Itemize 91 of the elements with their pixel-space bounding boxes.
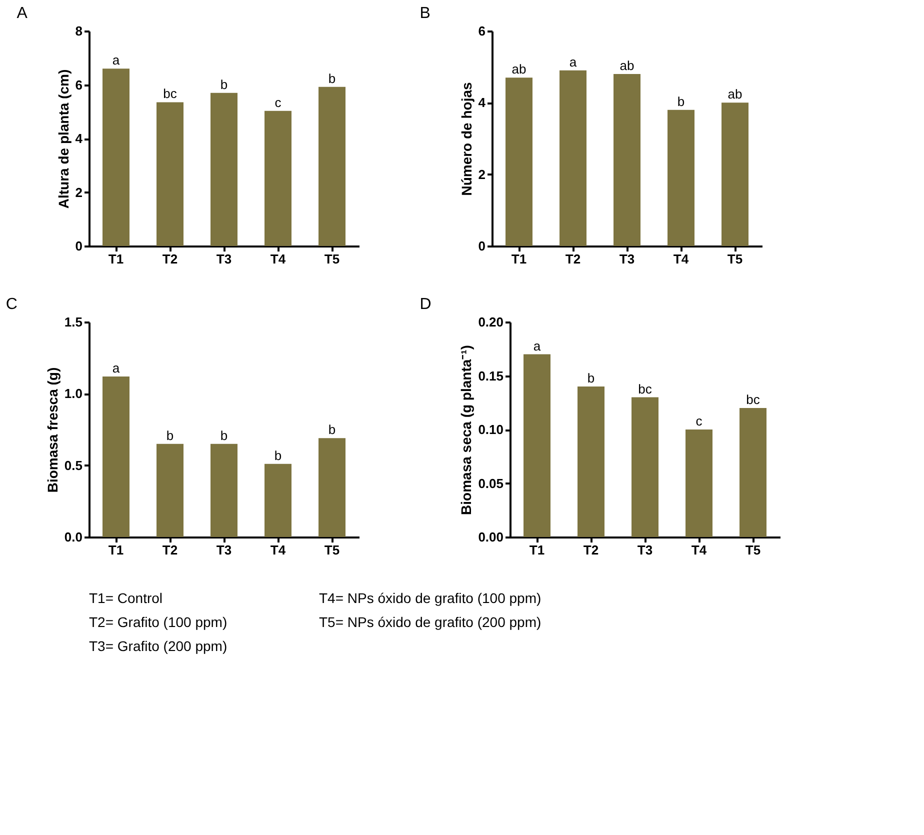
- text: T5= NPs óxido de grafito (200 ppm): [319, 614, 542, 630]
- y-tick-label: 0.00: [478, 530, 504, 544]
- y-axis-title: Altura de planta (cm): [55, 69, 72, 209]
- y-axis-title: Biomasa fresca (g): [44, 367, 60, 493]
- data-label: b: [677, 94, 685, 109]
- bar: [102, 68, 130, 246]
- bar: [740, 408, 766, 537]
- y-tick-label: 1.5: [64, 314, 82, 330]
- y-tick-label: 2: [478, 166, 486, 182]
- y-tick-label: 6: [75, 77, 82, 92]
- bar: [210, 92, 238, 246]
- data-label: ab: [620, 58, 634, 73]
- data-label: c: [696, 414, 703, 428]
- data-label: bc: [163, 86, 178, 102]
- y-axis-title: Número de hojas: [458, 82, 474, 196]
- data-label: b: [220, 428, 228, 443]
- text: T2= Grafito (100 ppm): [89, 614, 228, 630]
- x-tick-label: T5: [324, 542, 340, 558]
- y-tick-label: 1.0: [64, 386, 82, 402]
- bar: [632, 397, 658, 537]
- data-label: a: [569, 54, 578, 70]
- y-tick-label: 0.5: [64, 458, 82, 473]
- data-label: b: [166, 428, 174, 443]
- y-tick-label: 4: [478, 95, 486, 110]
- data-label: a: [112, 52, 120, 68]
- bar: [210, 444, 238, 537]
- bar: [722, 102, 748, 246]
- data-label: bc: [638, 381, 652, 396]
- y-tick-label: 4: [75, 131, 84, 146]
- text: T3= Grafito (200 ppm): [89, 638, 228, 654]
- data-label: bc: [746, 392, 760, 407]
- bar: [524, 354, 550, 537]
- y-tick-label: 0.20: [478, 314, 504, 330]
- data-label: c: [274, 94, 282, 110]
- text: T4= NPs óxido de grafito (100 ppm): [319, 590, 542, 606]
- y-tick-label: 0.15: [478, 368, 504, 384]
- data-label: b: [220, 76, 228, 92]
- text: T1= Control: [89, 590, 163, 606]
- chart-title: A: [16, 5, 28, 22]
- bar: [506, 78, 532, 246]
- bar: [614, 74, 640, 246]
- data-label: a: [112, 360, 120, 376]
- chart-title: D: [420, 296, 432, 313]
- bar: [560, 70, 586, 246]
- data-label: ab: [728, 86, 742, 102]
- y-tick-label: 8: [75, 24, 82, 38]
- y-tick-label: 0: [478, 238, 486, 254]
- data-label: ab: [512, 62, 526, 77]
- data-label: b: [587, 370, 595, 386]
- bar: [264, 464, 292, 537]
- x-tick-label: T4: [270, 542, 286, 558]
- y-tick-label: 0.05: [478, 476, 504, 491]
- x-tick-label: T1: [511, 252, 527, 266]
- bar: [318, 438, 346, 537]
- y-axis-title: Biomasa seca (g planta⁻¹): [458, 345, 474, 515]
- y-tick-label: 2: [75, 184, 82, 200]
- x-tick-label: T5: [727, 252, 743, 266]
- x-tick-label: T3: [216, 542, 232, 558]
- x-tick-label: T2: [162, 542, 178, 558]
- y-tick-label: 6: [478, 24, 486, 38]
- x-tick-label: T2: [565, 252, 581, 266]
- data-label: b: [274, 448, 282, 463]
- bar: [156, 102, 184, 246]
- x-tick-label: T4: [673, 252, 690, 266]
- y-tick-label: 0: [75, 238, 82, 254]
- x-tick-label: T2: [583, 542, 599, 558]
- x-tick-label: T1: [108, 542, 124, 558]
- chart-title: C: [6, 296, 18, 313]
- x-tick-label: T5: [324, 252, 340, 266]
- x-tick-label: T4: [270, 252, 286, 266]
- bar: [156, 444, 184, 537]
- x-tick-label: T4: [691, 542, 708, 558]
- x-tick-label: T5: [745, 542, 761, 558]
- bar: [102, 376, 130, 537]
- bar: [264, 110, 292, 246]
- y-tick-label: 0.0: [64, 530, 82, 544]
- x-tick-label: T3: [637, 542, 653, 558]
- data-label: a: [533, 338, 542, 354]
- data-label: b: [328, 422, 336, 438]
- chart-title: B: [420, 5, 430, 22]
- y-tick-label: 0.10: [478, 422, 504, 437]
- x-tick-label: T3: [216, 252, 232, 266]
- data-label: b: [328, 70, 336, 86]
- bar: [686, 430, 712, 537]
- bar: [668, 110, 694, 246]
- x-tick-label: T2: [162, 252, 178, 266]
- x-tick-label: T1: [108, 252, 124, 266]
- x-tick-label: T1: [529, 542, 545, 558]
- x-tick-label: T3: [619, 252, 635, 266]
- bar: [318, 86, 346, 246]
- bar: [578, 386, 604, 537]
